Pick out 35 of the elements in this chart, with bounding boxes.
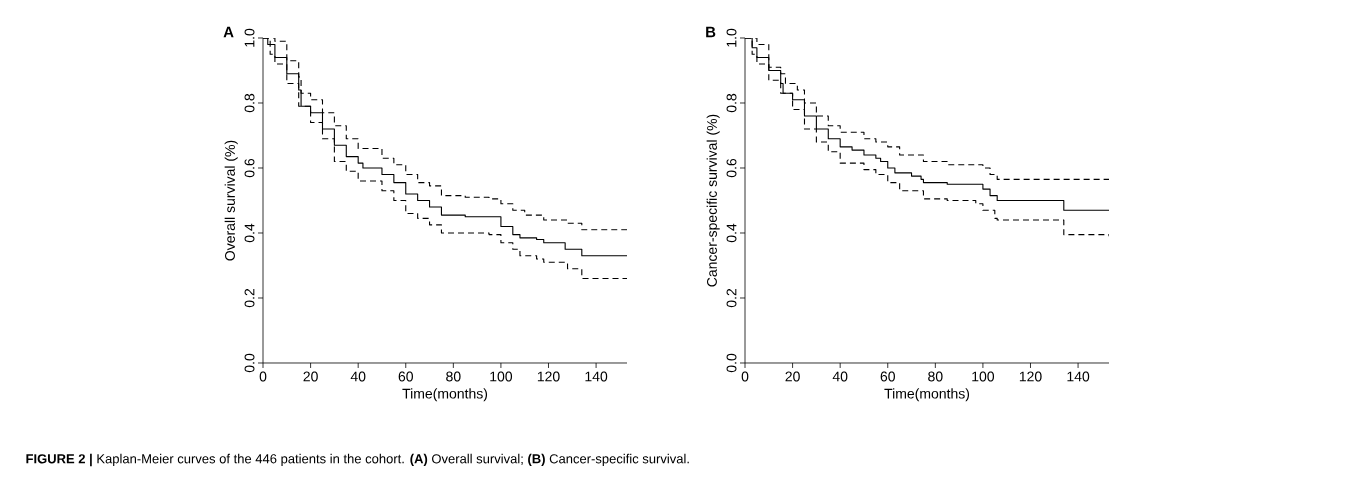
x-tick-label: 80 xyxy=(928,371,943,382)
x-tick-label: 120 xyxy=(1019,371,1042,382)
x-tick-label: 20 xyxy=(303,371,318,382)
chart-title: A xyxy=(223,26,234,38)
text: FIGURE 2 | Kaplan-Meier curves of the 446 patients in the cohort. (A) Overall survival; (B) Cancer-specific survival. xyxy=(26,453,689,467)
x-tick-label: 80 xyxy=(446,371,461,382)
y-tick-label: 0.8 xyxy=(244,93,255,113)
y-tick-label: 0.8 xyxy=(726,93,737,113)
x-tick-label: 20 xyxy=(785,371,800,382)
y-tick-label: 1.0 xyxy=(726,28,737,47)
y-tick-label: 0.6 xyxy=(726,158,737,178)
x-tick-label: 0 xyxy=(741,371,749,382)
x-tick-label: 140 xyxy=(585,371,608,382)
y-tick-label: 0.6 xyxy=(244,158,255,178)
x-tick-label: 60 xyxy=(880,371,895,382)
x-axis-title: Time(months) xyxy=(402,388,488,402)
y-tick-label: 0.0 xyxy=(726,353,737,373)
x-tick-label: 120 xyxy=(537,371,560,382)
y-axis-title: Overall survival (%) xyxy=(224,140,238,261)
x-tick-label: 100 xyxy=(972,371,995,382)
x-tick-label: 100 xyxy=(490,371,513,382)
x-tick-label: 140 xyxy=(1067,371,1090,382)
x-tick-label: 60 xyxy=(398,371,413,382)
y-tick-label: 1.0 xyxy=(244,28,255,47)
y-tick-label: 0.4 xyxy=(244,223,255,243)
x-axis-title: Time(months) xyxy=(884,388,970,402)
x-tick-label: 40 xyxy=(350,371,366,382)
x-tick-label: 40 xyxy=(832,371,848,382)
x-tick-label: 0 xyxy=(259,371,267,382)
y-tick-label: 0.4 xyxy=(726,223,737,243)
chart-title: B xyxy=(706,26,716,38)
y-tick-label: 0.2 xyxy=(726,288,737,308)
y-tick-label: 0.2 xyxy=(244,288,255,308)
y-axis-title: Cancer-specific survival (%) xyxy=(706,114,720,287)
y-tick-label: 0.0 xyxy=(244,353,255,373)
